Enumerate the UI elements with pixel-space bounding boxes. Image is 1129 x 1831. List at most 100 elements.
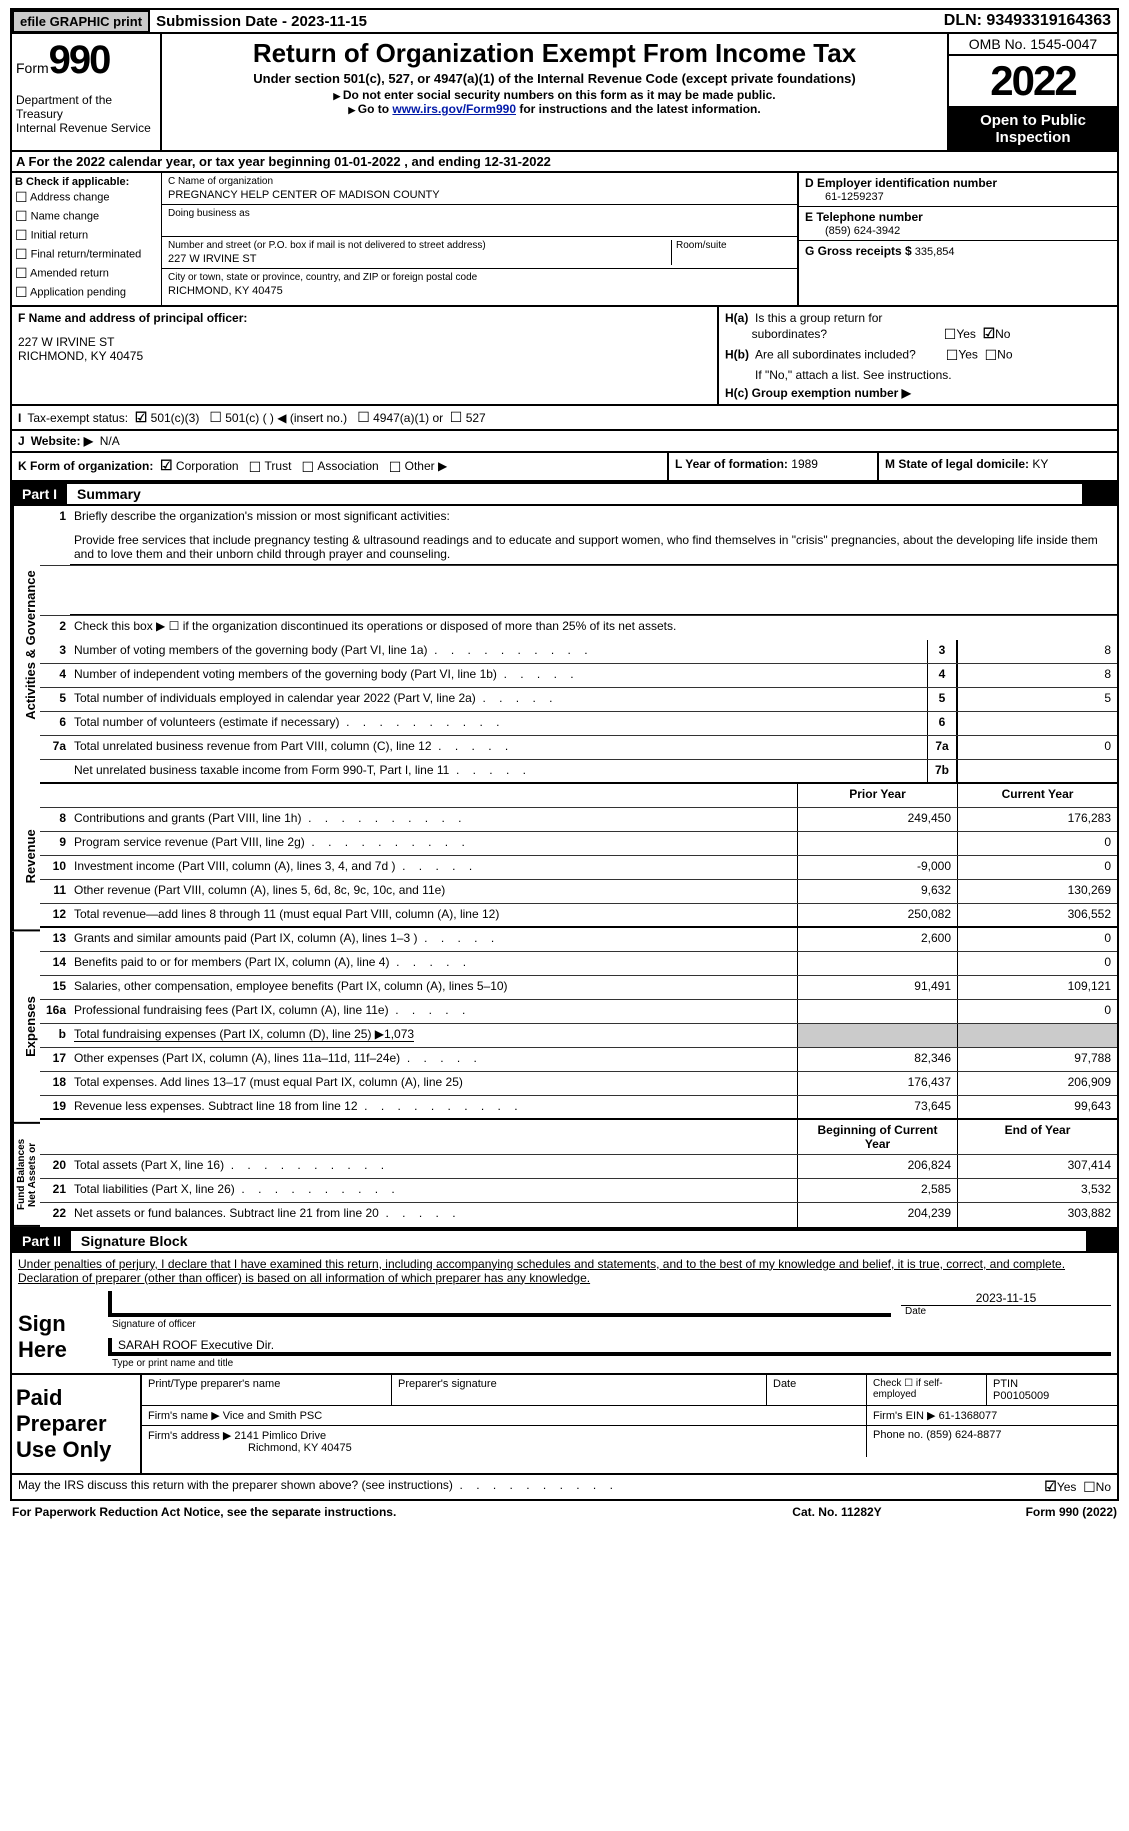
c13: 0 bbox=[957, 928, 1117, 951]
part2-header: Part IISignature Block bbox=[10, 1229, 1119, 1253]
sig-name-value: SARAH ROOF Executive Dir. bbox=[112, 1338, 274, 1352]
chk-discuss-yes[interactable] bbox=[1044, 1480, 1057, 1494]
block-bcd: B Check if applicable: Address change Na… bbox=[10, 173, 1119, 307]
chk-amended-return[interactable]: Amended return bbox=[15, 264, 158, 283]
line6: Total number of volunteers (estimate if … bbox=[70, 712, 927, 735]
chk-application-pending[interactable]: Application pending bbox=[15, 283, 158, 302]
col-b-checkboxes: B Check if applicable: Address change Na… bbox=[12, 173, 162, 305]
p19: 73,645 bbox=[797, 1096, 957, 1118]
hb-note: If "No," attach a list. See instructions… bbox=[725, 366, 1111, 384]
prep-sig-label: Preparer's signature bbox=[392, 1375, 767, 1405]
chk-name-change[interactable]: Name change bbox=[15, 207, 158, 226]
firm-ein-value: 61-1368077 bbox=[939, 1410, 998, 1422]
state-domicile: KY bbox=[1032, 457, 1048, 471]
line11: Other revenue (Part VIII, column (A), li… bbox=[70, 880, 797, 903]
part1-header: Part ISummary bbox=[10, 482, 1119, 506]
c15: 109,121 bbox=[957, 976, 1117, 999]
firm-phone-value: (859) 624-8877 bbox=[926, 1429, 1001, 1441]
summary-table: Activities & Governance Revenue Expenses… bbox=[10, 506, 1119, 1229]
firm-city-value: Richmond, KY 40475 bbox=[148, 1442, 352, 1454]
line15: Salaries, other compensation, employee b… bbox=[70, 976, 797, 999]
c20: 307,414 bbox=[957, 1155, 1117, 1178]
chk-501c[interactable] bbox=[209, 409, 222, 426]
c19: 99,643 bbox=[957, 1096, 1117, 1118]
form-page: Form 990 (2022) bbox=[937, 1505, 1117, 1519]
ssn-notice: Do not enter social security numbers on … bbox=[168, 88, 941, 102]
ptin-value: P00105009 bbox=[993, 1390, 1049, 1402]
chk-other[interactable] bbox=[389, 459, 402, 473]
hdr-eoy: End of Year bbox=[957, 1120, 1117, 1154]
line13: Grants and similar amounts paid (Part IX… bbox=[70, 928, 797, 951]
prep-name-label: Print/Type preparer's name bbox=[142, 1375, 392, 1405]
p22: 204,239 bbox=[797, 1203, 957, 1227]
line19: Revenue less expenses. Subtract line 18 … bbox=[70, 1096, 797, 1118]
chk-discuss-no[interactable] bbox=[1083, 1480, 1096, 1494]
hc-row: H(c) Group exemption number ▶ bbox=[725, 384, 1111, 402]
side-netassets: Net Assets or Fund Balances bbox=[12, 1124, 40, 1227]
hdr-curr: Current Year bbox=[957, 784, 1117, 807]
dept-treasury: Department of the TreasuryInternal Reven… bbox=[16, 83, 156, 135]
chk-trust[interactable] bbox=[249, 459, 262, 473]
paid-preparer-label: Paid Preparer Use Only bbox=[12, 1375, 142, 1473]
line17: Other expenses (Part IX, column (A), lin… bbox=[70, 1048, 797, 1071]
chk-corp[interactable] bbox=[160, 459, 173, 473]
chk-final-return[interactable]: Final return/terminated bbox=[15, 245, 158, 264]
chk-527[interactable] bbox=[450, 409, 463, 426]
city-value: RICHMOND, KY 40475 bbox=[168, 283, 791, 297]
chk-address-change[interactable]: Address change bbox=[15, 188, 158, 207]
p17: 82,346 bbox=[797, 1048, 957, 1071]
paid-preparer-block: Paid Preparer Use Only Print/Type prepar… bbox=[10, 1375, 1119, 1475]
side-activities: Activities & Governance bbox=[12, 506, 40, 785]
top-bar: efile GRAPHIC print Submission Date - 20… bbox=[10, 8, 1119, 34]
addr-label: Number and street (or P.O. box if mail i… bbox=[168, 240, 671, 251]
hdr-prior: Prior Year bbox=[797, 784, 957, 807]
p10: -9,000 bbox=[797, 856, 957, 879]
row-j: J Website: ▶ N/A bbox=[10, 431, 1119, 453]
efile-print-button[interactable]: efile GRAPHIC print bbox=[12, 10, 150, 33]
form-title: Return of Organization Exempt From Incom… bbox=[168, 38, 941, 69]
org-name-label: C Name of organization bbox=[168, 176, 791, 187]
line4: Number of independent voting members of … bbox=[70, 664, 927, 687]
p8: 249,450 bbox=[797, 808, 957, 831]
p16a bbox=[797, 1000, 957, 1023]
line3: Number of voting members of the governin… bbox=[70, 640, 927, 663]
ha-row: H(a) Is this a group return for subordin… bbox=[725, 309, 1111, 345]
p13: 2,600 bbox=[797, 928, 957, 951]
gross-label: G Gross receipts $ bbox=[805, 244, 912, 258]
chk-assoc[interactable] bbox=[301, 459, 314, 473]
gross-value: 335,854 bbox=[915, 245, 955, 258]
irs-discuss-row: May the IRS discuss this return with the… bbox=[10, 1475, 1119, 1501]
line5: Total number of individuals employed in … bbox=[70, 688, 927, 711]
v5: 5 bbox=[957, 688, 1117, 711]
firm-name-label: Firm's name ▶ bbox=[148, 1410, 220, 1422]
c17: 97,788 bbox=[957, 1048, 1117, 1071]
c8: 176,283 bbox=[957, 808, 1117, 831]
city-label: City or town, state or province, country… bbox=[168, 272, 791, 283]
v7b bbox=[957, 760, 1117, 782]
c11: 130,269 bbox=[957, 880, 1117, 903]
chk-initial-return[interactable]: Initial return bbox=[15, 226, 158, 245]
c10: 0 bbox=[957, 856, 1117, 879]
tel-label: E Telephone number bbox=[805, 210, 1111, 224]
p18: 176,437 bbox=[797, 1072, 957, 1095]
dln-label: DLN: 93493319164363 bbox=[944, 12, 1117, 30]
v7a: 0 bbox=[957, 736, 1117, 759]
addr-value: 227 W IRVINE ST bbox=[168, 251, 671, 265]
p9 bbox=[797, 832, 957, 855]
ein-value: 61-1259237 bbox=[805, 190, 1111, 203]
line1-text: Provide free services that include pregn… bbox=[70, 530, 1117, 565]
pra-notice: For Paperwork Reduction Act Notice, see … bbox=[12, 1505, 737, 1519]
chk-4947[interactable] bbox=[357, 409, 370, 426]
perjury-decl: Under penalties of perjury, I declare th… bbox=[18, 1257, 1111, 1285]
chk-501c3[interactable] bbox=[135, 409, 148, 426]
submission-date: Submission Date - 2023-11-15 bbox=[152, 13, 367, 30]
firm-addr-label: Firm's address ▶ bbox=[148, 1430, 231, 1442]
irs-link[interactable]: www.irs.gov/Form990 bbox=[392, 102, 516, 116]
year-formation: 1989 bbox=[791, 457, 818, 471]
line7a: Total unrelated business revenue from Pa… bbox=[70, 736, 927, 759]
sig-officer-label: Signature of officer bbox=[108, 1319, 891, 1330]
c21: 3,532 bbox=[957, 1179, 1117, 1202]
side-expenses: Expenses bbox=[12, 932, 40, 1124]
open-public-badge: Open to Public Inspection bbox=[949, 108, 1117, 150]
v6 bbox=[957, 712, 1117, 735]
